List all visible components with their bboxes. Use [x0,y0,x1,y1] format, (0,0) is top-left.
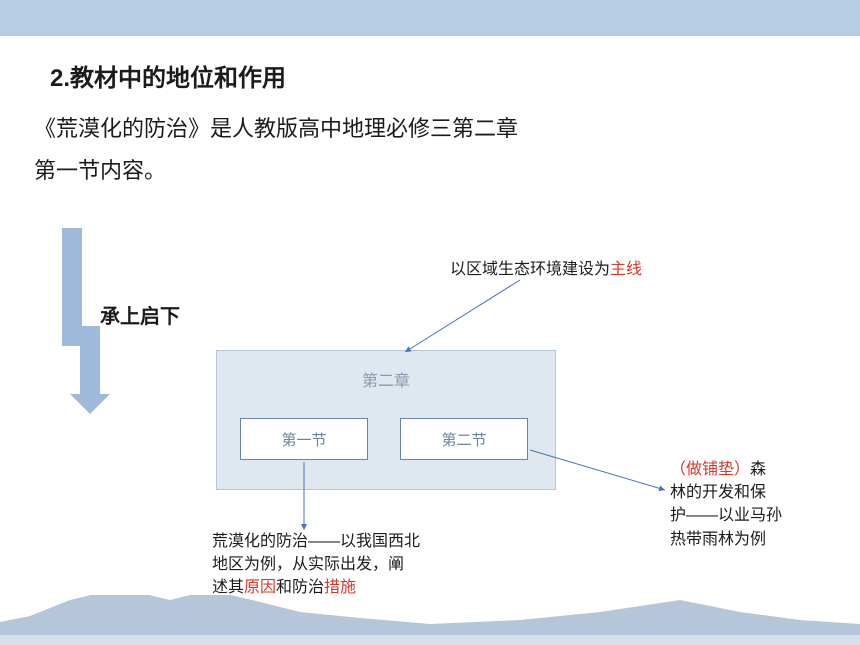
bridging-label: 承上启下 [100,300,180,329]
section-1-label: 第一节 [281,429,326,450]
section-2-box: 第二节 [400,418,528,460]
intro-line-2: 第一节内容。 [34,158,166,183]
annotation-right: （做铺垫）森 林的开发和保 护——以业马孙 热带雨林为例 [670,458,840,551]
anno-bl-l3a: 述其 [212,579,244,596]
top-bar [0,0,860,36]
anno-bl-l3b: 和防治 [276,579,324,596]
anno-r-l4: 热带雨林为例 [670,531,766,548]
anno-r-l2: 林的开发和保 [670,484,766,501]
anno-bl-red2: 措施 [324,579,356,596]
section-2-label: 第二节 [441,429,486,450]
anno-bl-l2: 地区为例，从实际出发，阐 [212,556,404,573]
anno-bl-red1: 原因 [244,579,276,596]
intro-paragraph: 《荒漠化的防治》是人教版高中地理必修三第二章 第一节内容。 [34,108,834,192]
anno-top-red: 主线 [610,261,642,278]
annotation-bottom-left: 荒漠化的防治——以我国西北 地区为例，从实际出发，阐 述其原因和防治措施 [212,530,472,600]
section-heading: 2.教材中的地位和作用 [50,58,286,93]
anno-bl-l1: 荒漠化的防治——以我国西北 [212,533,420,550]
anno-top-prefix: 以区域生态环境建设为 [450,261,610,278]
annotation-top: 以区域生态环境建设为主线 [450,258,642,281]
anno-r-l1b: 森 [750,461,766,478]
anno-r-l3: 护——以业马孙 [670,507,782,524]
intro-line-1: 《荒漠化的防治》是人教版高中地理必修三第二章 [34,116,518,141]
section-1-box: 第一节 [240,418,368,460]
mountain-silhouette [0,595,860,645]
anno-r-red: （做铺垫） [670,461,750,478]
chapter-label: 第二章 [217,367,555,391]
